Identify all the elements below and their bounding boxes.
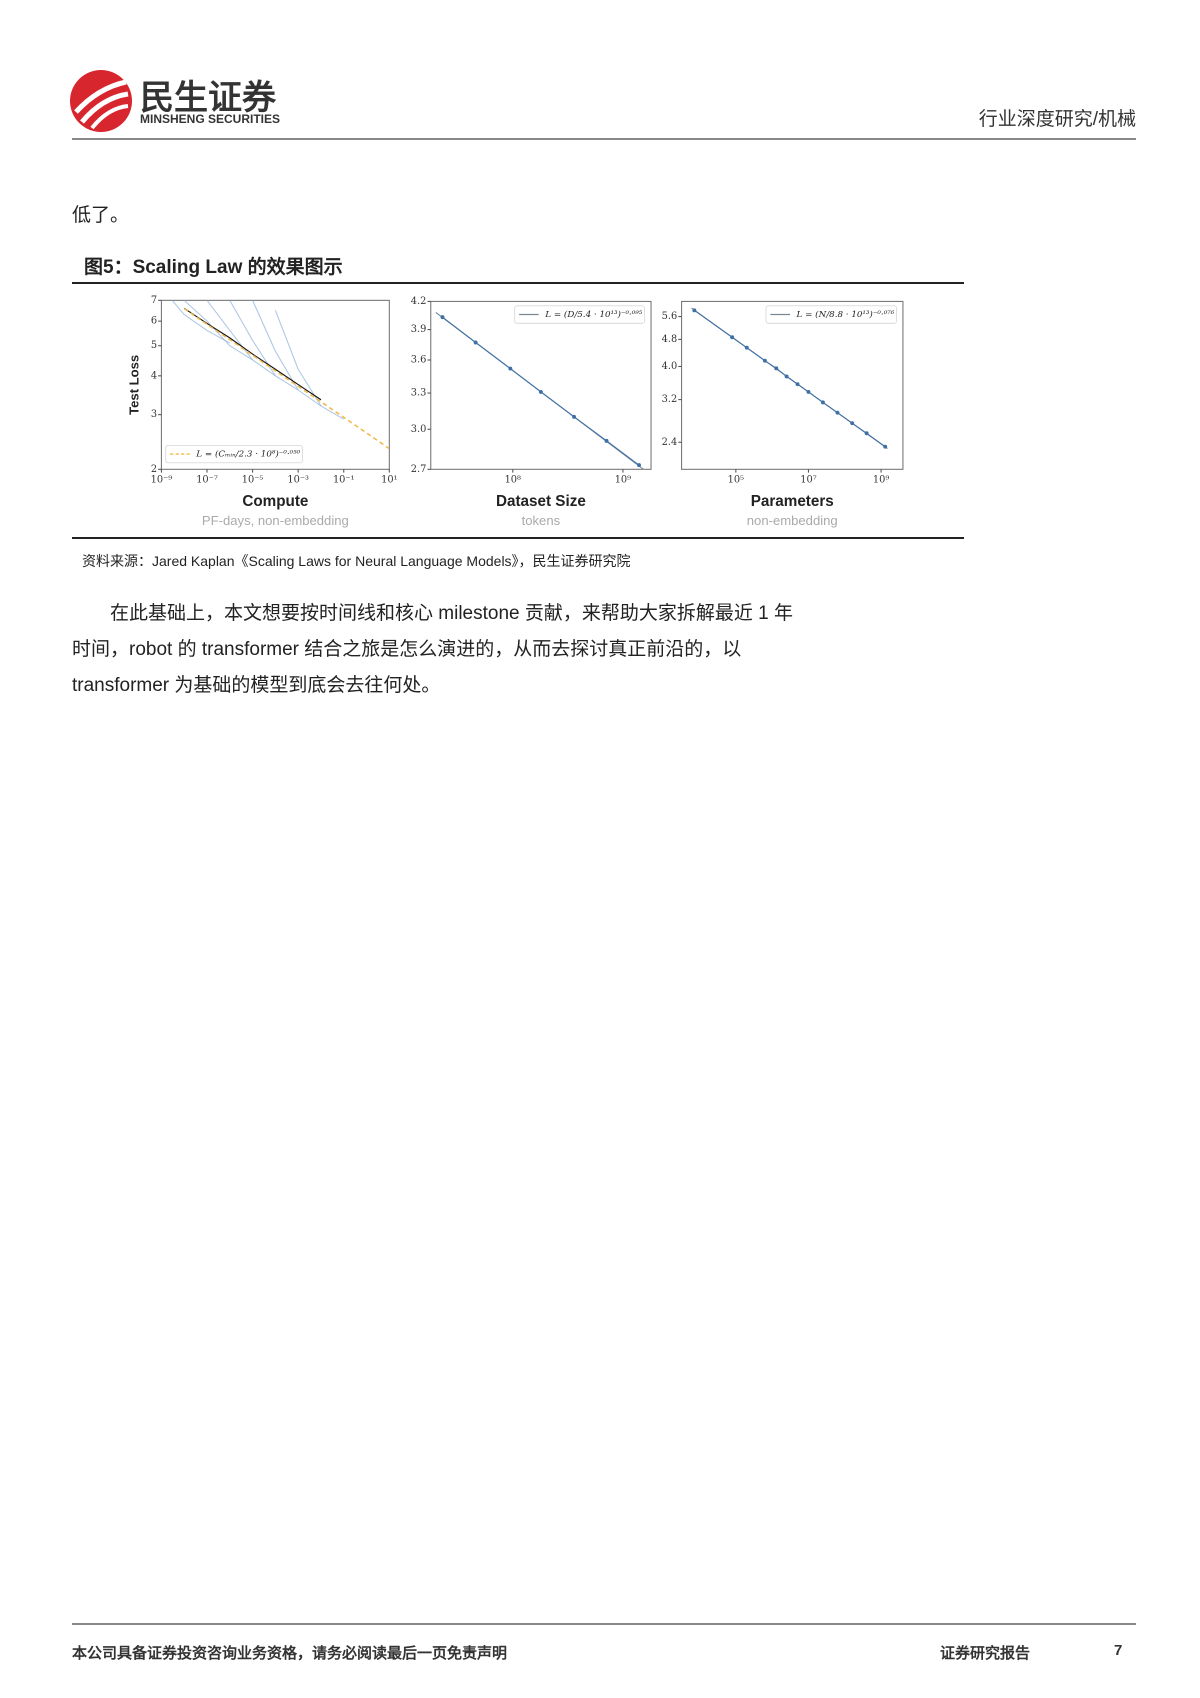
data-point <box>508 366 513 371</box>
chart: 10⁸ 10⁹ 2.7 3.0 3.3 3.6 3.9 4.2 L = (D/5.4 · 10¹… <box>411 296 652 528</box>
data-point <box>637 463 641 468</box>
y-tick-label: 4.2 <box>411 296 427 307</box>
figure-top-rule <box>72 282 964 284</box>
x-axis-label: Dataset Size <box>496 493 586 510</box>
chart: 10⁵ 10⁷ 10⁹ 2.4 3.2 4.0 4.8 5.6 L = (N/8.8 · 10¹… <box>662 300 904 528</box>
legend-label: L = (Cₘᵢₙ/2.3 · 10⁸)⁻⁰·⁰⁵⁰ <box>195 449 300 460</box>
y-tick-label: 6 <box>151 316 157 327</box>
data-point <box>572 414 577 419</box>
body-paragraph: 在此基础上，本文想要按时间线和核心 milestone 贡献，来帮助大家拆解最近… <box>72 603 793 696</box>
y-tick-label: 3.2 <box>662 394 678 405</box>
series-line <box>229 300 299 391</box>
series-line <box>274 310 345 420</box>
data-point <box>440 315 445 320</box>
x-tick-label: 10⁵ <box>728 475 744 486</box>
figure-caption: 图5：Scaling Law 的效果图示 <box>84 257 343 278</box>
plot-area <box>691 307 888 450</box>
data-point <box>473 340 478 345</box>
y-tick-label: 3.9 <box>411 324 427 335</box>
y-tick-label: 2 <box>151 464 157 475</box>
data-point <box>730 335 735 340</box>
x-tick-label: 10⁹ <box>615 475 631 486</box>
x-tick-label: 10¹ <box>381 475 397 486</box>
page-number: 7 <box>1114 1642 1123 1659</box>
x-tick-label: 10⁻⁷ <box>196 475 218 486</box>
plot-area <box>171 300 390 450</box>
x-tick-label: 10⁻⁹ <box>151 475 173 486</box>
data-point <box>604 438 609 443</box>
intro-text: 低了。 <box>72 205 130 226</box>
y-tick-label: 3.3 <box>411 388 427 399</box>
series-line <box>206 300 276 377</box>
figure-source: 资料来源：Jared Kaplan《Scaling Laws for Neura… <box>82 553 631 569</box>
plot-frame <box>681 300 904 470</box>
header-rule <box>72 138 1136 140</box>
data-point <box>538 389 543 394</box>
footer-rule <box>72 1623 1136 1625</box>
x-tick-label: 10⁻³ <box>287 475 309 486</box>
x-tick-label: 10⁻¹ <box>333 475 355 486</box>
data-point <box>774 366 779 371</box>
legend-box <box>765 305 897 324</box>
x-axis-sublabel: tokens <box>522 513 561 528</box>
x-tick-label: 10⁻⁵ <box>242 475 264 486</box>
series-line <box>183 308 390 450</box>
y-tick-label: 3 <box>151 409 157 420</box>
data-point <box>835 410 840 415</box>
data-point <box>784 374 789 379</box>
legend: L = (D/5.4 · 10¹³)⁻⁰·⁰⁹⁵ <box>514 305 645 324</box>
plot-area <box>435 312 645 470</box>
y-tick-label: 4.0 <box>662 361 678 372</box>
data-point <box>850 421 855 426</box>
y-tick-label: 2.7 <box>411 464 427 475</box>
plot-frame <box>160 299 390 470</box>
data-point <box>820 400 825 405</box>
legend-label: L = (N/8.8 · 10¹³)⁻⁰·⁰⁷⁶ <box>796 309 895 320</box>
report-category: 行业深度研究/机械 <box>978 109 1136 130</box>
x-tick-label: 10⁷ <box>800 475 816 486</box>
logo-mark <box>70 70 132 132</box>
footer-report-type: 证券研究报告 <box>940 1645 1031 1662</box>
data-point <box>744 345 749 350</box>
series-line <box>183 300 253 361</box>
x-axis-label: Compute <box>242 493 308 510</box>
footer-disclaimer: 本公司具备证券投资咨询业务资格，请务必阅读最后一页免责声明 <box>72 1645 508 1662</box>
figure-bottom-rule <box>72 537 964 539</box>
data-point <box>883 444 888 449</box>
x-axis-sublabel: non-embedding <box>747 513 838 528</box>
data-point <box>692 308 697 313</box>
series-line <box>252 300 322 407</box>
plot-frame <box>430 300 652 470</box>
figure: 10⁻⁹ 10⁻⁷ 10⁻⁵ 10⁻³ 10⁻¹ 10¹ 2 3 4 5 6 7 L = (Cₘᵢₙ/2… <box>127 295 904 528</box>
series-line <box>171 300 231 344</box>
data-point <box>864 431 869 436</box>
x-tick-label: 10⁹ <box>873 475 889 486</box>
y-tick-label: 5.6 <box>662 311 678 322</box>
y-tick-label: 3.6 <box>411 355 427 366</box>
legend-box <box>514 305 645 324</box>
legend-label: L = (D/5.4 · 10¹³)⁻⁰·⁰⁹⁵ <box>544 309 643 320</box>
logo-name: 民生证券 <box>140 79 276 117</box>
x-tick-label: 10⁸ <box>505 475 521 486</box>
legend: L = (Cₘᵢₙ/2.3 · 10⁸)⁻⁰·⁰⁵⁰ <box>165 445 303 464</box>
y-tick-label: 4 <box>151 370 157 381</box>
data-point <box>762 358 767 363</box>
data-point <box>795 382 800 387</box>
y-tick-label: 4.8 <box>662 334 678 345</box>
x-axis-label: Parameters <box>751 493 834 510</box>
data-point <box>806 389 811 394</box>
legend: L = (N/8.8 · 10¹³)⁻⁰·⁰⁷⁶ <box>765 305 897 324</box>
y-tick-label: 3.0 <box>411 424 427 435</box>
chart: 10⁻⁹ 10⁻⁷ 10⁻⁵ 10⁻³ 10⁻¹ 10¹ 2 3 4 5 6 7 L = (Cₘᵢₙ/2… <box>127 295 398 528</box>
x-axis-sublabel: PF-days, non-embedding <box>202 513 349 528</box>
y-tick-label: 2.4 <box>662 437 678 448</box>
y-tick-label: 5 <box>151 340 157 351</box>
logo-subtitle: MINSHENG SECURITIES <box>140 112 281 126</box>
legend-box <box>165 445 303 464</box>
y-axis-label: Test Loss <box>127 355 142 415</box>
y-tick-label: 7 <box>151 295 157 306</box>
